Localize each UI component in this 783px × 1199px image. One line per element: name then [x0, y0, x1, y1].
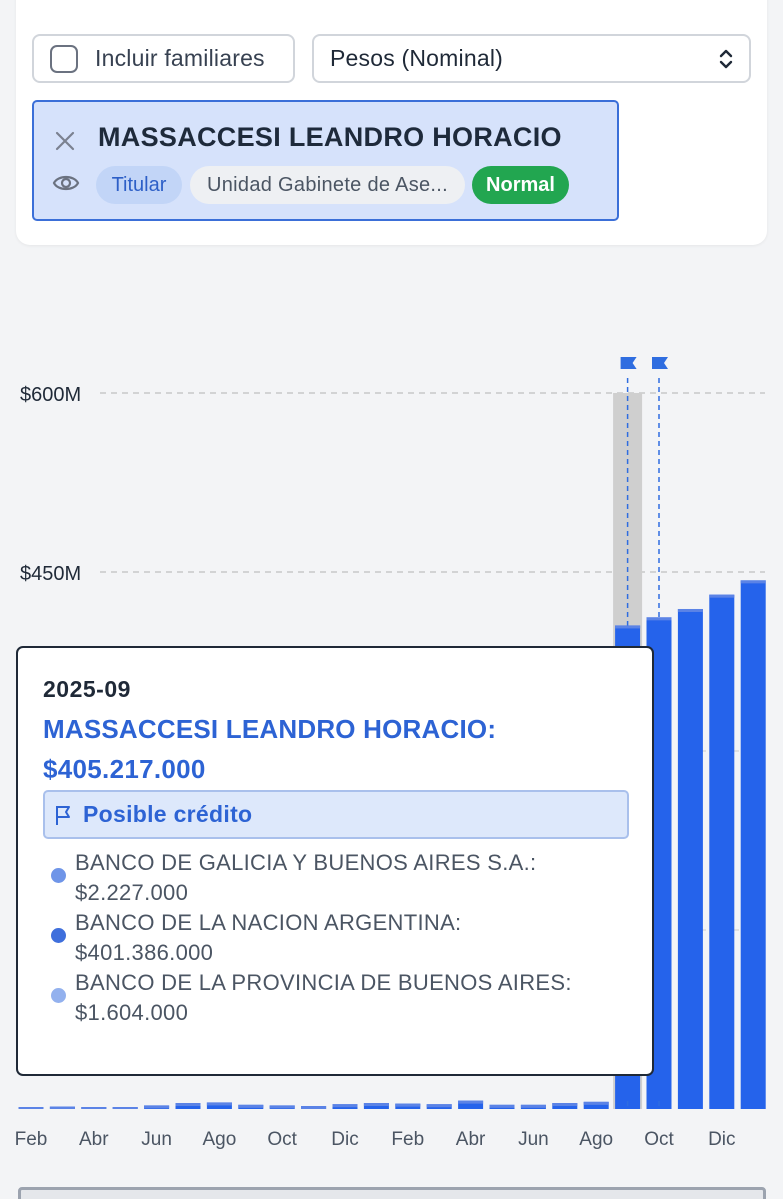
- select-updown-icon: [719, 49, 733, 69]
- selected-person-card: MASSACCESI LEANDRO HORACIO Titular Unida…: [32, 100, 619, 221]
- x-tick-label: Ago: [202, 1129, 236, 1150]
- chart-tooltip: 2025-09 MASSACCESI LEANDRO HORACIO: $405…: [16, 646, 654, 1076]
- x-tick-label: Feb: [15, 1129, 48, 1150]
- currency-select[interactable]: Pesos (Nominal): [312, 34, 751, 83]
- bar[interactable]: [552, 1103, 578, 1109]
- person-name: MASSACCESI LEANDRO HORACIO: [98, 122, 562, 152]
- x-tick-label: Jun: [141, 1129, 172, 1150]
- bar[interactable]: [740, 580, 766, 1109]
- currency-select-value: Pesos (Nominal): [330, 45, 503, 71]
- bar[interactable]: [583, 1101, 609, 1109]
- tooltip-person-name: MASSACCESI LEANDRO HORACIO:: [43, 714, 497, 744]
- bar[interactable]: [112, 1107, 138, 1109]
- y-tick-label: $450M: [20, 563, 81, 585]
- x-tick-label: Abr: [79, 1129, 109, 1150]
- role-chip: Titular: [96, 166, 182, 204]
- legend-dot: [51, 868, 66, 883]
- x-tick-label: Jun: [518, 1129, 549, 1150]
- include-family-toggle[interactable]: Incluir familiares: [32, 34, 295, 83]
- x-tick-label: Ago: [579, 1129, 613, 1150]
- bar[interactable]: [458, 1100, 484, 1109]
- tooltip-total: $405.217.000: [43, 754, 206, 784]
- bar[interactable]: [677, 608, 703, 1109]
- close-icon[interactable]: [54, 130, 76, 152]
- x-tick-label: Oct: [267, 1129, 297, 1150]
- include-family-checkbox[interactable]: [50, 44, 78, 73]
- bar[interactable]: [520, 1104, 546, 1109]
- bar[interactable]: [332, 1104, 358, 1109]
- bar[interactable]: [395, 1103, 421, 1109]
- tooltip-date: 2025-09: [43, 676, 131, 702]
- tooltip-bank-name: BANCO DE LA NACION ARGENTINA:: [75, 910, 462, 935]
- bar[interactable]: [18, 1107, 44, 1109]
- tooltip-bank-name: BANCO DE GALICIA Y BUENOS AIRES S.A.:: [75, 850, 537, 875]
- unit-chip: Unidad Gabinete de Ase...: [190, 166, 465, 204]
- tooltip-bank-name: BANCO DE LA PROVINCIA DE BUENOS AIRES:: [75, 970, 572, 995]
- tooltip-bank-amount: $401.386.000: [75, 940, 214, 965]
- x-tick-label: Abr: [456, 1129, 486, 1150]
- bar[interactable]: [144, 1105, 170, 1109]
- legend-dot: [51, 988, 66, 1003]
- x-tick-label: Dic: [331, 1129, 358, 1150]
- bar[interactable]: [269, 1105, 295, 1109]
- possible-credit-badge: Posible crédito: [43, 790, 629, 839]
- bar[interactable]: [426, 1104, 452, 1109]
- status-badge: Normal: [472, 166, 569, 204]
- bar[interactable]: [709, 594, 735, 1109]
- legend-dot: [51, 928, 66, 943]
- bar[interactable]: [49, 1106, 75, 1109]
- bar[interactable]: [175, 1103, 201, 1109]
- flag-marker[interactable]: [652, 357, 668, 1109]
- include-family-label: Incluir familiares: [95, 45, 265, 71]
- tooltip-bank-amount: $1.604.000: [75, 1000, 189, 1025]
- x-tick-label: Dic: [708, 1129, 735, 1150]
- x-tick-label: Feb: [391, 1129, 424, 1150]
- bar[interactable]: [238, 1104, 264, 1109]
- flag-marker[interactable]: [620, 357, 637, 1109]
- bar[interactable]: [363, 1103, 389, 1109]
- y-tick-label: $600M: [20, 384, 81, 406]
- bar[interactable]: [489, 1104, 515, 1109]
- tooltip-bank-amount: $2.227.000: [75, 880, 189, 905]
- eye-icon[interactable]: [52, 172, 80, 194]
- possible-credit-label: Posible crédito: [83, 801, 253, 827]
- bar[interactable]: [206, 1102, 232, 1109]
- flag-icon: [56, 805, 70, 825]
- x-tick-label: Oct: [644, 1129, 674, 1150]
- bar[interactable]: [81, 1107, 107, 1109]
- range-slider[interactable]: [18, 1187, 766, 1199]
- bar[interactable]: [301, 1106, 327, 1109]
